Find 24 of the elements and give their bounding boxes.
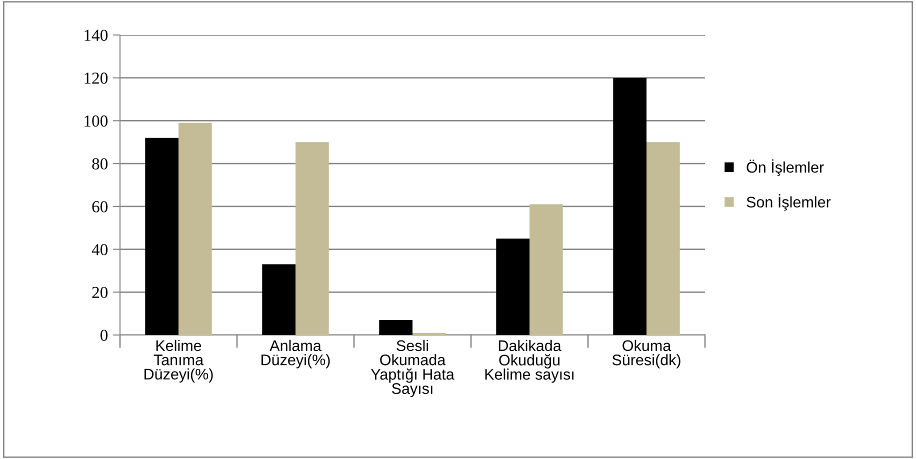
x-tick-label: Sesli Okumada Yaptığı Hata Sayısı [370,340,454,398]
y-tick-label: 80 [92,158,108,170]
bar [145,138,178,335]
bar [178,122,212,335]
bar [262,264,296,335]
x-tick-label: Kelime Tanıma Düzeyi(%) [144,340,213,383]
y-tick-label: 120 [84,72,108,84]
y-tick-label: 0 [100,330,108,341]
bar [379,320,412,335]
bar [496,238,530,335]
y-tick-label: 140 [84,30,108,41]
y-tick-label: 60 [92,201,108,212]
x-tick-label: Okuma Süresi(dk) [612,340,680,368]
y-tick-label: 20 [92,286,108,298]
x-tick-label: Anlama Düzeyi(%) [262,340,330,368]
x-tick-label: Dakikada Okuduğu Kelime sayısı [485,340,574,383]
legend-label: Son İşlemler [746,194,831,211]
bar [646,142,680,335]
bar [296,142,329,335]
legend-label: Ön İşlemler [746,159,824,176]
y-tick-label: 40 [92,244,108,256]
bar [530,204,563,335]
bar [613,78,646,335]
y-tick-label: 100 [84,115,108,127]
